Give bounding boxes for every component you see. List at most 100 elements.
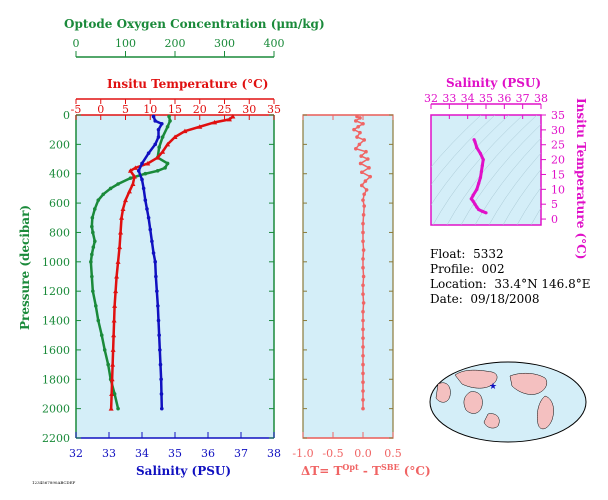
point-oxygen <box>91 289 95 293</box>
density-contour <box>431 115 510 206</box>
salinity-tick-label: 34 <box>135 447 149 460</box>
delta-t-point <box>363 179 368 183</box>
point-temperature <box>182 128 188 134</box>
point-temperature <box>165 141 171 147</box>
point-oxygen <box>106 362 110 367</box>
point-temperature <box>230 113 236 119</box>
delta-t-tick-label: -0.5 <box>322 447 343 460</box>
point-oxygen <box>90 215 95 220</box>
point-oxygen <box>101 192 106 197</box>
point-salinity <box>156 318 161 323</box>
delta-t-tick-label: 0.5 <box>384 447 402 460</box>
delta-t-point <box>361 265 365 270</box>
delta-t-point <box>361 309 365 314</box>
point-salinity <box>156 127 161 132</box>
pressure-tick-label: 800 <box>49 226 70 239</box>
pressure-tick-label: 1400 <box>42 315 70 328</box>
ts-plot-area <box>431 115 541 225</box>
point-salinity <box>148 227 153 232</box>
point-salinity <box>153 260 157 264</box>
point-salinity <box>151 114 156 119</box>
point-oxygen <box>90 252 94 257</box>
point-temperature <box>113 288 119 294</box>
delta-t-point <box>360 170 364 175</box>
oxygen-tick-label: 0 <box>73 37 80 50</box>
density-contour <box>488 152 541 225</box>
pressure-tick-label: 2200 <box>42 432 70 445</box>
delta-t-point <box>358 161 363 166</box>
point-oxygen <box>163 166 167 170</box>
salinity-tick-label: 33 <box>102 447 116 460</box>
info-float: Float: 5332 <box>430 247 504 261</box>
point-temperature <box>117 244 123 250</box>
point-temperature <box>110 362 116 367</box>
point-temperature <box>118 229 124 235</box>
point-salinity <box>155 289 159 293</box>
delta-t-point <box>361 327 365 332</box>
delta-t-point <box>361 292 365 296</box>
delta-t-point <box>361 380 365 385</box>
point-oxygen <box>108 186 113 191</box>
delta-t-point <box>361 283 365 288</box>
salinity-tick-label: 35 <box>168 447 182 460</box>
temperature-tick-label: 25 <box>218 103 232 116</box>
point-oxygen <box>160 135 165 139</box>
point-oxygen <box>112 392 117 396</box>
point-salinity <box>143 198 148 202</box>
ts-point <box>481 157 485 162</box>
point-salinity <box>158 362 163 367</box>
pressure-tick-label: 600 <box>49 197 70 210</box>
ts-point <box>475 187 479 191</box>
delta-t-point <box>361 336 365 340</box>
point-temperature <box>123 197 128 203</box>
delta-t-point <box>361 257 365 261</box>
point-temperature <box>109 391 115 396</box>
ts-point <box>473 202 477 206</box>
density-contour <box>432 115 524 225</box>
ts-point <box>484 211 488 215</box>
point-salinity <box>158 348 162 352</box>
ts-salinity-tick-label: 34 <box>461 92 475 105</box>
point-temperature <box>120 206 126 211</box>
point-salinity <box>146 215 151 220</box>
density-contour <box>460 124 541 225</box>
point-salinity <box>156 304 160 308</box>
point-salinity <box>140 161 144 166</box>
ts-point <box>480 209 484 213</box>
pressure-axis-label: Pressure (decibar) <box>18 204 32 330</box>
point-temperature <box>110 347 116 352</box>
temperature-tick-label: 35 <box>267 103 281 116</box>
point-oxygen <box>167 114 171 119</box>
ts-point <box>475 205 479 209</box>
point-oxygen <box>116 182 120 186</box>
salinity-tick-label: 37 <box>234 447 248 460</box>
pressure-tick-label: 200 <box>49 138 70 151</box>
delta-t-point <box>361 362 365 367</box>
delta-t-point <box>362 204 367 208</box>
point-temperature <box>109 376 115 382</box>
delta-t-point <box>352 127 356 132</box>
point-temperature <box>172 134 178 140</box>
point-temperature <box>145 160 151 166</box>
temperature-tick-label: 5 <box>122 103 129 116</box>
salinity-tick-label: 36 <box>201 447 215 460</box>
density-contour <box>431 115 482 168</box>
point-oxygen <box>96 198 101 202</box>
delta-t-point <box>367 166 371 170</box>
point-salinity <box>153 119 157 123</box>
point-temperature <box>226 116 232 122</box>
ts-point <box>471 199 475 203</box>
density-contour <box>530 207 541 225</box>
delta-t-point <box>361 198 365 202</box>
ts-temperature-tick-label: 5 <box>551 198 558 211</box>
ts-salinity-tick-label: 37 <box>516 92 530 105</box>
temperature-axis-label: Insitu Temperature (°C) <box>107 77 269 91</box>
delta-t-point <box>361 318 365 323</box>
delta-t-point <box>364 149 368 154</box>
delta-t-point <box>361 301 366 305</box>
profile-plot-area <box>76 115 274 438</box>
ts-temperature-tick-label: 10 <box>551 183 565 196</box>
ts-temperature-tick-label: 30 <box>551 124 565 137</box>
point-temperature <box>160 149 166 154</box>
delta-t-point <box>361 274 366 279</box>
